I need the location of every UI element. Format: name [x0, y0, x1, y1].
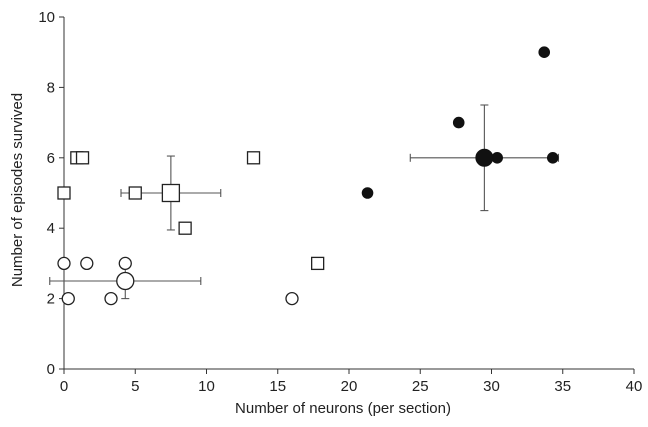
y-tick-label: 6 [47, 150, 55, 167]
open-square-point [246, 151, 261, 165]
filled-circle-mean-marker [475, 148, 494, 167]
open-circle-point [118, 256, 132, 271]
open-circle-mean-marker [116, 271, 135, 291]
open-square-point [57, 186, 71, 200]
y-tick-label: 0 [47, 361, 55, 378]
filled-circle-point [538, 46, 551, 59]
x-tick-label: 0 [60, 378, 68, 395]
open-square-point [178, 221, 192, 235]
y-ticks: 0 2 4 6 8 10 [38, 9, 64, 378]
x-ticks: 0 5 10 15 20 25 30 35 40 [60, 369, 643, 395]
data-points [57, 46, 559, 306]
filled-circle-point [361, 187, 374, 199]
open-circle-point [61, 291, 75, 306]
x-axis: 0 5 10 15 20 25 30 35 40 [60, 368, 643, 395]
open-square-point [75, 151, 90, 165]
x-tick-label: 20 [341, 378, 358, 395]
x-tick-label: 15 [269, 378, 286, 395]
y-tick-label: 10 [38, 9, 55, 26]
x-tick-label: 10 [198, 378, 215, 395]
filled-circle-point [546, 152, 559, 164]
y-tick-label: 2 [47, 291, 55, 308]
open-circle-point [285, 291, 299, 306]
x-tick-label: 30 [483, 378, 500, 395]
y-tick-label: 4 [47, 220, 55, 237]
x-tick-label: 40 [626, 378, 643, 395]
x-tick-label: 25 [412, 378, 429, 395]
filled-circle-point [491, 152, 504, 164]
x-tick-label: 5 [131, 378, 139, 395]
mean-markers [116, 148, 494, 291]
open-square-mean-marker [161, 183, 181, 203]
open-square-point [128, 186, 142, 200]
filled-circle-point [452, 116, 465, 129]
y-tick-label: 8 [47, 79, 55, 96]
open-circle-point [80, 256, 94, 271]
x-tick-label: 35 [554, 378, 571, 395]
open-circle-point [104, 291, 118, 306]
open-circle-point [57, 256, 71, 271]
open-square-point [310, 256, 325, 271]
x-axis-label: Number of neurons (per section) [235, 400, 451, 417]
y-axis-label: Number of episodes survived [9, 93, 26, 287]
